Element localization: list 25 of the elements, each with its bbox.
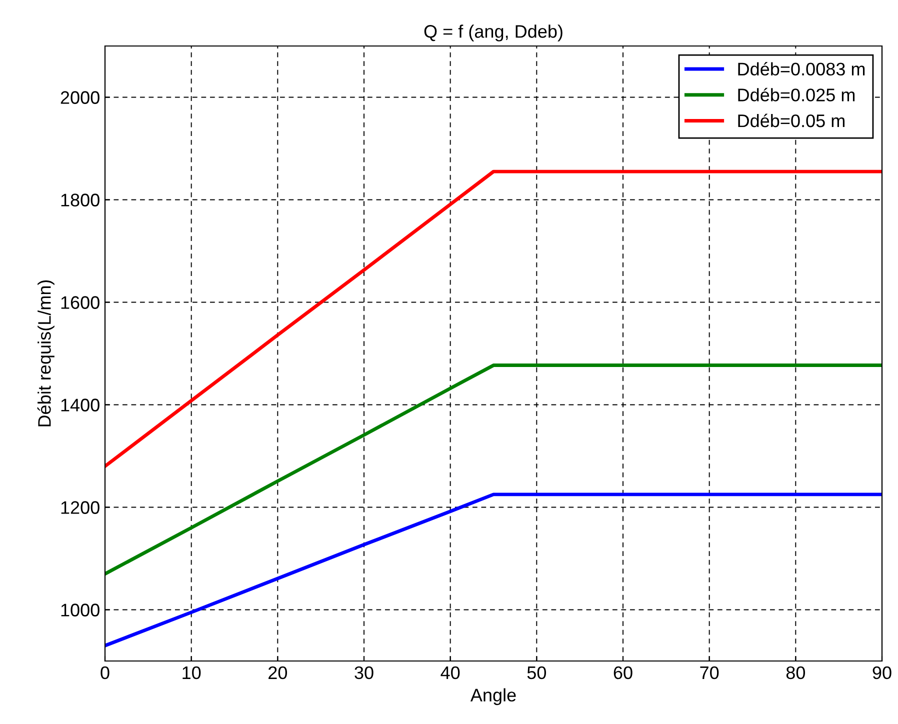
x-tick-label: 80 [786, 666, 806, 680]
x-tick-label: 50 [527, 666, 546, 680]
x-tick-label: 10 [182, 666, 201, 680]
legend-label: Ddéb=0.025 m [738, 88, 855, 102]
line-series [105, 492, 882, 648]
x-tick-label: 0 [100, 666, 110, 680]
x-axis-title: Angle [470, 688, 516, 706]
y-axis-title: Débit requis(L/mn) [37, 280, 54, 426]
x-tick-label: 60 [614, 666, 632, 680]
chart-title: Q = f (ang, Ddeb) [424, 24, 562, 42]
x-tick-label: 20 [268, 666, 288, 680]
x-tick-label: 40 [440, 666, 460, 680]
x-tick-label: 90 [872, 666, 892, 680]
y-tick-label: 1400 [61, 398, 100, 412]
line-series [105, 364, 882, 576]
line-series [105, 170, 882, 468]
x-tick-label: 30 [354, 666, 374, 680]
y-tick-label: 2000 [60, 91, 100, 104]
y-tick-label: 1600 [61, 296, 100, 309]
legend-label: Ddéb=0.0083 m [738, 62, 865, 76]
y-tick-label: 1000 [61, 604, 100, 616]
legend-label: Ddéb=0.05 m [738, 114, 844, 128]
y-tick-label: 1800 [61, 194, 100, 206]
y-tick-label: 1200 [61, 501, 100, 514]
x-tick-label: 70 [700, 666, 719, 680]
